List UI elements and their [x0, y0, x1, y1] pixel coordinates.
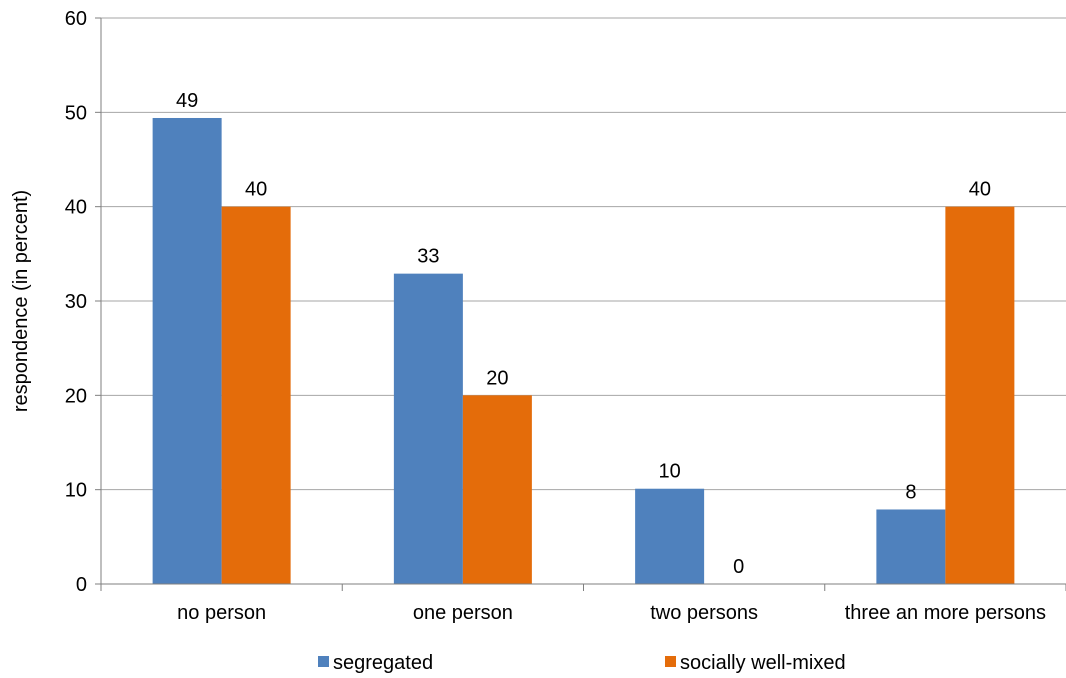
legend-swatch — [318, 656, 329, 667]
data-labels: 49 40 33 20 10 0 8 40 — [176, 90, 991, 578]
legend: segregated socially well-mixed — [318, 652, 846, 674]
y-tick-label: 10 — [65, 480, 87, 502]
y-tick-label: 60 — [65, 8, 87, 30]
legend-swatch — [665, 656, 676, 667]
category-label: two persons — [650, 602, 758, 624]
category-label: three an more persons — [845, 602, 1046, 624]
category-label: one person — [413, 602, 513, 624]
data-label: 40 — [969, 179, 991, 201]
data-label: 0 — [733, 556, 744, 578]
bar-socially-well-mixed — [221, 206, 291, 584]
y-axis-label: respondence (in percent) — [10, 190, 32, 412]
y-axis-ticks: 0 10 20 30 40 50 60 — [65, 8, 102, 596]
bar-segregated — [152, 117, 222, 584]
data-label: 49 — [176, 90, 198, 112]
category-label: no person — [177, 602, 266, 624]
bars — [152, 117, 1015, 584]
y-tick-label: 0 — [76, 574, 87, 596]
category-labels: no person one person two persons three an m… — [177, 602, 1046, 624]
bar-socially-well-mixed — [945, 206, 1015, 584]
data-label: 40 — [245, 179, 267, 201]
y-tick-label: 20 — [65, 385, 87, 407]
bar-socially-well-mixed — [462, 395, 532, 584]
bar-segregated — [876, 509, 946, 584]
data-label: 33 — [417, 246, 439, 268]
legend-label: socially well-mixed — [680, 652, 846, 674]
bar-segregated — [635, 488, 705, 584]
y-tick-label: 30 — [65, 291, 87, 313]
y-tick-label: 40 — [65, 197, 87, 219]
bar-segregated — [393, 273, 463, 584]
data-label: 20 — [486, 367, 508, 389]
legend-label: segregated — [333, 652, 433, 674]
x-axis — [100, 583, 1066, 591]
y-tick-label: 50 — [65, 102, 87, 124]
data-label: 8 — [905, 481, 916, 503]
data-label: 10 — [659, 461, 681, 483]
